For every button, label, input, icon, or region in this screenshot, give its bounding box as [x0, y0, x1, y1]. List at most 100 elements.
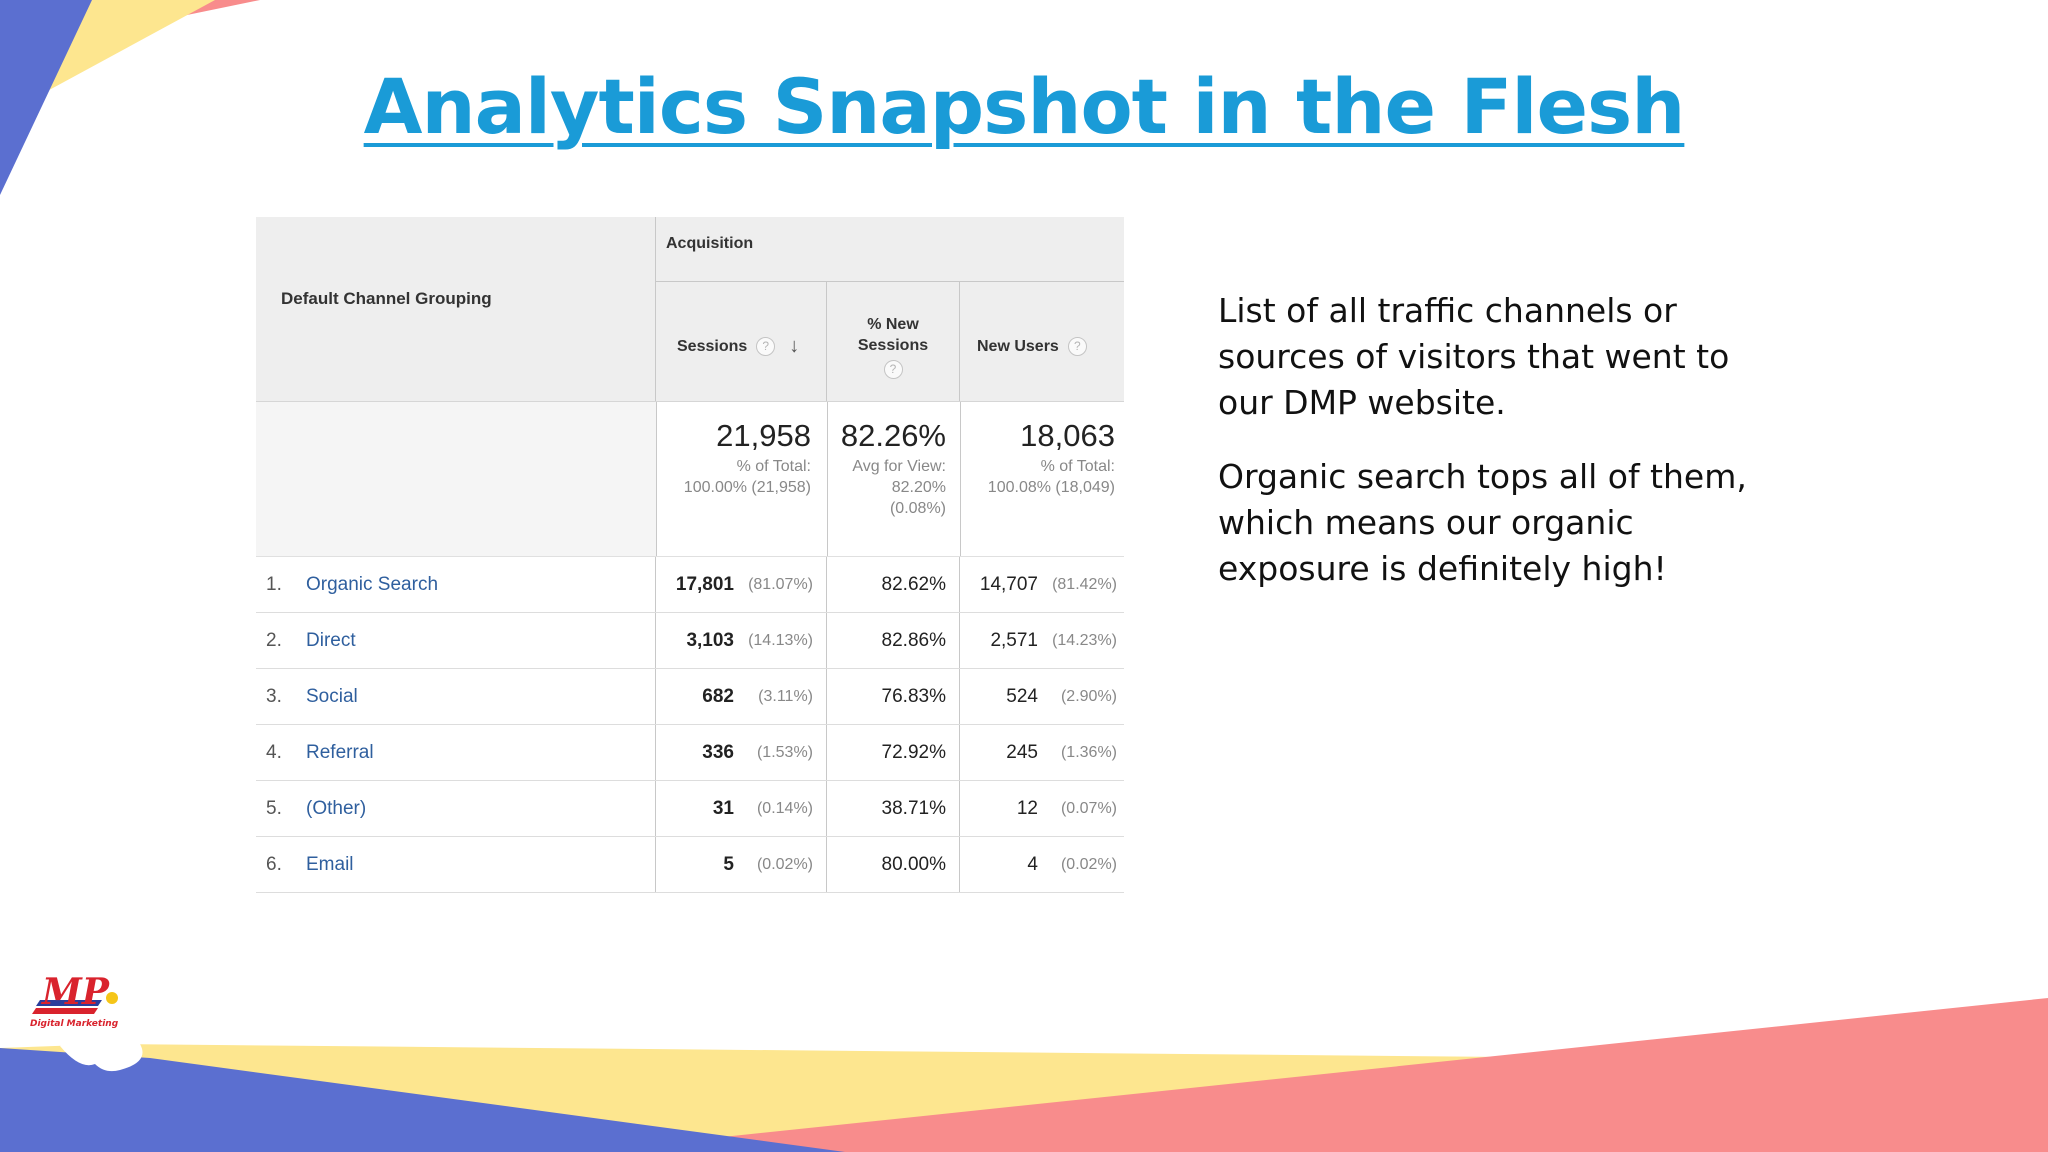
new-users-cell: 4 (0.02%)	[960, 837, 1123, 892]
row-number: 6.	[266, 853, 282, 875]
pct-new-cell: 82.62%	[827, 557, 960, 612]
table-row: 1. Organic Search 17,801 (81.07%) 82.62%…	[256, 557, 1124, 613]
new-users-cell: 2,571 (14.23%)	[960, 613, 1123, 668]
logo-mark: MP	[40, 971, 110, 1013]
pct-new-cell: 38.71%	[827, 781, 960, 836]
row-number: 1.	[266, 573, 282, 595]
totals-pct-new-cell: 82.26% Avg for View: 82.20% (0.08%)	[828, 402, 961, 556]
new-users-cell: 12 (0.07%)	[960, 781, 1123, 836]
table-row: 4. Referral 336 (1.53%) 72.92% 245 (1.36…	[256, 725, 1124, 781]
totals-pct-new-caption: Avg for View:	[852, 458, 946, 475]
new-users-cell: 245 (1.36%)	[960, 725, 1123, 780]
logo-white-blob	[60, 1037, 143, 1072]
totals-dimension-cell	[256, 402, 657, 556]
pct-new-cell: 80.00%	[827, 837, 960, 892]
company-logo: MP Digital Marketing	[30, 971, 119, 1029]
row-number: 5.	[266, 797, 282, 819]
help-icon[interactable]: ?	[1067, 337, 1087, 356]
new-users-header-label: New Users	[977, 337, 1059, 355]
sessions-value: 17,801	[675, 573, 734, 595]
bottom-pink-shape	[580, 998, 2048, 1152]
logo-star	[106, 992, 118, 1004]
acquisition-header: Acquisition	[656, 217, 1124, 282]
new-users-value: 524	[1006, 685, 1038, 707]
table-row: 5. (Other) 31 (0.14%) 38.71% 12 (0.07%)	[256, 781, 1124, 837]
channel-link[interactable]: Social	[306, 685, 358, 707]
analytics-table: Default Channel Grouping Acquisition Ses…	[256, 217, 1124, 893]
channel-link[interactable]: Email	[306, 853, 354, 875]
channel-link[interactable]: Referral	[306, 741, 374, 763]
sessions-cell: 5 (0.02%)	[656, 837, 827, 892]
totals-new-users-cell: 18,063 % of Total: 100.08% (18,049)	[961, 402, 1124, 556]
new-users-share: (14.23%)	[1052, 631, 1117, 649]
new-users-value: 4	[1027, 853, 1038, 875]
new-users-value: 2,571	[990, 629, 1038, 651]
corner-blue-shape	[0, 0, 92, 195]
help-icon[interactable]: ?	[883, 360, 903, 379]
sessions-value: 5	[723, 853, 734, 875]
new-users-value: 14,707	[979, 573, 1038, 595]
help-icon[interactable]: ?	[756, 337, 776, 356]
totals-pct-new-value: 82.26%	[840, 418, 946, 453]
slide-body-text: List of all traffic channels or sources …	[1218, 288, 1778, 620]
sessions-value: 3,103	[686, 629, 734, 651]
totals-new-users-value: 18,063	[1020, 418, 1115, 453]
pct-new-header-line1: % New	[867, 316, 919, 333]
dimension-header[interactable]: Default Channel Grouping	[256, 217, 656, 401]
table-row: 2. Direct 3,103 (14.13%) 82.86% 2,571 (1…	[256, 613, 1124, 669]
logo-caption: Digital Marketing	[30, 1019, 119, 1029]
channel-cell: 5. (Other)	[256, 781, 656, 836]
channel-cell: 2. Direct	[256, 613, 656, 668]
sessions-value: 31	[712, 797, 734, 819]
pct-new-sessions-column-header[interactable]: % New Sessions ?	[827, 282, 960, 401]
body-paragraph: Organic search tops all of them, which m…	[1218, 457, 1747, 588]
totals-new-users-percent: 100.08% (18,049)	[987, 479, 1115, 496]
sessions-header-label: Sessions	[677, 337, 748, 355]
sessions-share: (14.13%)	[748, 631, 813, 649]
corner-yellow-shape	[40, 0, 215, 95]
totals-row: 21,958 % of Total: 100.00% (21,958) 82.2…	[256, 402, 1124, 557]
sessions-column-header[interactable]: Sessions ? ↓	[656, 282, 827, 401]
channel-cell: 4. Referral	[256, 725, 656, 780]
totals-pct-new-avg: 82.20%	[891, 479, 946, 496]
channel-cell: 6. Email	[256, 837, 656, 892]
table-header: Default Channel Grouping Acquisition Ses…	[256, 217, 1124, 402]
new-users-cell: 14,707 (81.42%)	[960, 557, 1123, 612]
new-users-share: (1.36%)	[1060, 743, 1117, 761]
new-users-share: (2.90%)	[1060, 687, 1117, 705]
new-users-share: (81.42%)	[1052, 575, 1117, 593]
pct-new-value: 38.71%	[881, 797, 946, 819]
pct-new-cell: 76.83%	[827, 669, 960, 724]
acquisition-group: Acquisition Sessions ? ↓ % New Sessions …	[656, 217, 1124, 401]
pct-new-value: 72.92%	[881, 741, 946, 763]
sessions-cell: 336 (1.53%)	[656, 725, 827, 780]
pct-new-value: 82.86%	[881, 629, 946, 651]
new-users-value: 12	[1016, 797, 1038, 819]
sessions-share: (81.07%)	[748, 575, 813, 593]
channel-link[interactable]: Organic Search	[306, 573, 439, 595]
metric-headers: Sessions ? ↓ % New Sessions ? New Users …	[656, 282, 1124, 401]
sessions-cell: 3,103 (14.13%)	[656, 613, 827, 668]
new-users-share: (0.02%)	[1060, 855, 1117, 873]
pct-new-value: 80.00%	[881, 853, 946, 875]
table-row: 3. Social 682 (3.11%) 76.83% 524 (2.90%)	[256, 669, 1124, 725]
sessions-share: (0.02%)	[756, 855, 813, 873]
sessions-value: 682	[702, 685, 734, 707]
sessions-value: 336	[702, 741, 734, 763]
totals-sessions-value: 21,958	[716, 418, 811, 453]
row-number: 2.	[266, 629, 282, 651]
totals-sessions-percent: 100.00% (21,958)	[683, 479, 811, 496]
pct-new-cell: 82.86%	[827, 613, 960, 668]
new-users-column-header[interactable]: New Users ?	[960, 282, 1123, 401]
sessions-share: (0.14%)	[756, 799, 813, 817]
pct-new-value: 76.83%	[881, 685, 946, 707]
channel-link[interactable]: Direct	[306, 629, 356, 651]
body-paragraph: List of all traffic channels or sources …	[1218, 291, 1730, 422]
sessions-share: (1.53%)	[756, 743, 813, 761]
totals-pct-new-diff: (0.08%)	[889, 500, 946, 517]
channel-link[interactable]: (Other)	[306, 797, 367, 819]
sort-descending-icon[interactable]: ↓	[789, 335, 800, 357]
slide-title: Analytics Snapshot in the Flesh	[363, 62, 1686, 151]
bottom-blue-shape	[0, 1048, 845, 1152]
